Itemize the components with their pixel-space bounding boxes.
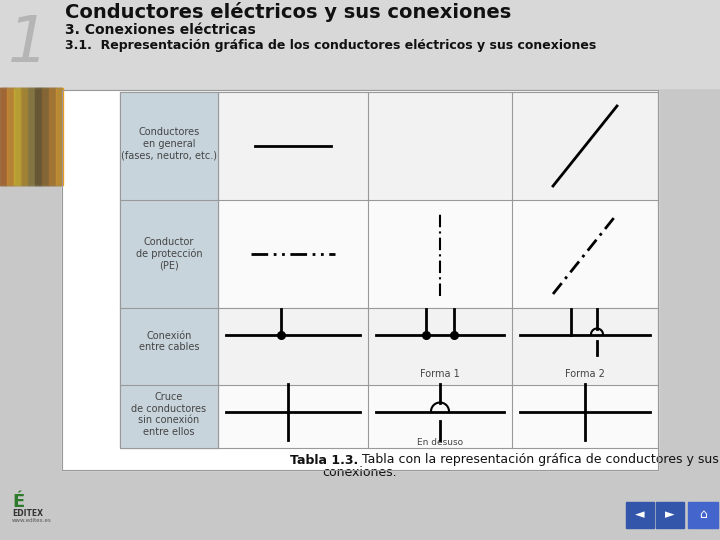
Text: Tabla 1.3.: Tabla 1.3. bbox=[289, 454, 358, 467]
Text: É: É bbox=[12, 493, 24, 511]
Bar bbox=[120, 385, 658, 448]
Text: En desuso: En desuso bbox=[417, 438, 463, 447]
Bar bbox=[120, 385, 218, 448]
Bar bbox=[35, 88, 42, 185]
Text: EDITEX: EDITEX bbox=[12, 509, 43, 517]
Bar bbox=[0, 490, 720, 540]
Text: Conductores eléctricos y sus conexiones: Conductores eléctricos y sus conexiones bbox=[65, 2, 511, 22]
Bar bbox=[120, 92, 658, 200]
Text: 3. Conexiones eléctricas: 3. Conexiones eléctricas bbox=[65, 23, 256, 37]
Text: Cruce
de conductores
sin conexión
entre ellos: Cruce de conductores sin conexión entre … bbox=[132, 392, 207, 437]
Text: Conductor
de protección
(PE): Conductor de protección (PE) bbox=[135, 237, 202, 271]
Text: Tabla con la representación gráfica de conductores y sus: Tabla con la representación gráfica de c… bbox=[358, 454, 719, 467]
Bar bbox=[120, 308, 658, 385]
Bar bbox=[120, 92, 218, 200]
Bar bbox=[0, 88, 62, 185]
Bar bbox=[120, 200, 218, 308]
Bar bbox=[62, 90, 658, 470]
Bar bbox=[0, 88, 62, 185]
Text: conexiones.: conexiones. bbox=[323, 467, 397, 480]
Text: ►: ► bbox=[665, 509, 675, 522]
Bar bbox=[120, 308, 218, 385]
Text: Conexión
entre cables: Conexión entre cables bbox=[139, 330, 199, 352]
Bar bbox=[688, 502, 718, 528]
Bar bbox=[42, 88, 49, 185]
Bar bbox=[120, 200, 658, 308]
Bar bbox=[0, 88, 7, 185]
Text: ⌂: ⌂ bbox=[699, 509, 707, 522]
Bar bbox=[14, 88, 21, 185]
Bar bbox=[7, 88, 14, 185]
Bar bbox=[626, 502, 654, 528]
Text: Forma 1: Forma 1 bbox=[420, 369, 460, 379]
Text: www.editex.es: www.editex.es bbox=[12, 518, 52, 523]
Bar bbox=[656, 502, 684, 528]
Bar bbox=[21, 88, 28, 185]
Bar bbox=[120, 92, 658, 448]
Bar bbox=[56, 88, 63, 185]
Bar bbox=[49, 88, 56, 185]
Bar bbox=[28, 88, 35, 185]
Text: ◄: ◄ bbox=[635, 509, 645, 522]
Bar bbox=[0, 0, 720, 88]
Bar bbox=[62, 90, 658, 470]
Text: Forma 2: Forma 2 bbox=[565, 369, 605, 379]
Text: 3.1.  Representación gráfica de los conductores eléctricos y sus conexiones: 3.1. Representación gráfica de los condu… bbox=[65, 39, 596, 52]
Text: 1: 1 bbox=[8, 13, 48, 75]
Text: Conductores
en general
(fases, neutro, etc.): Conductores en general (fases, neutro, e… bbox=[121, 127, 217, 160]
